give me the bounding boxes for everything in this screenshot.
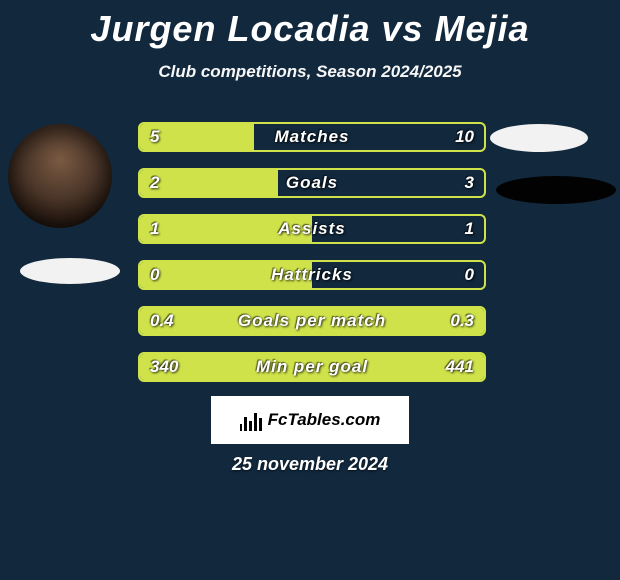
source-badge: FcTables.com — [211, 396, 409, 444]
stat-row: 5 Matches 10 — [138, 122, 486, 152]
stat-row: 2 Goals 3 — [138, 168, 486, 198]
source-badge-text: FcTables.com — [268, 410, 381, 430]
player-left-avatar — [8, 124, 112, 228]
stat-left-value: 1 — [150, 219, 159, 239]
stat-label: Min per goal — [256, 357, 368, 377]
stat-left-value: 2 — [150, 173, 159, 193]
stat-right-value: 1 — [465, 219, 474, 239]
page-subtitle: Club competitions, Season 2024/2025 — [0, 62, 620, 82]
stat-right-value: 3 — [465, 173, 474, 193]
stat-label: Hattricks — [271, 265, 353, 285]
stat-row: 1 Assists 1 — [138, 214, 486, 244]
stat-right-value: 0.3 — [450, 311, 474, 331]
stat-left-value: 340 — [150, 357, 178, 377]
stat-fill — [140, 170, 278, 196]
player-right-avatar — [490, 124, 588, 152]
stat-left-value: 5 — [150, 127, 159, 147]
stat-right-value: 0 — [465, 265, 474, 285]
stat-label: Assists — [278, 219, 345, 239]
stat-left-value: 0.4 — [150, 311, 174, 331]
stats-bars: 5Matches102Goals31Assists10Hattricks00.4… — [138, 122, 486, 398]
stat-row: 0.4 Goals per match 0.3 — [138, 306, 486, 336]
stat-label: Goals — [286, 173, 338, 193]
page-title: Jurgen Locadia vs Mejia — [0, 0, 620, 50]
club-badge-left — [20, 258, 120, 284]
chart-icon — [240, 409, 262, 431]
stat-row: 340 Min per goal 441 — [138, 352, 486, 382]
stat-left-value: 0 — [150, 265, 159, 285]
stat-right-value: 10 — [455, 127, 474, 147]
stat-row: 0 Hattricks 0 — [138, 260, 486, 290]
date-label: 25 november 2024 — [0, 454, 620, 475]
stat-label: Matches — [274, 127, 349, 147]
club-badge-right — [496, 176, 616, 204]
stat-label: Goals per match — [238, 311, 386, 331]
stat-right-value: 441 — [446, 357, 474, 377]
